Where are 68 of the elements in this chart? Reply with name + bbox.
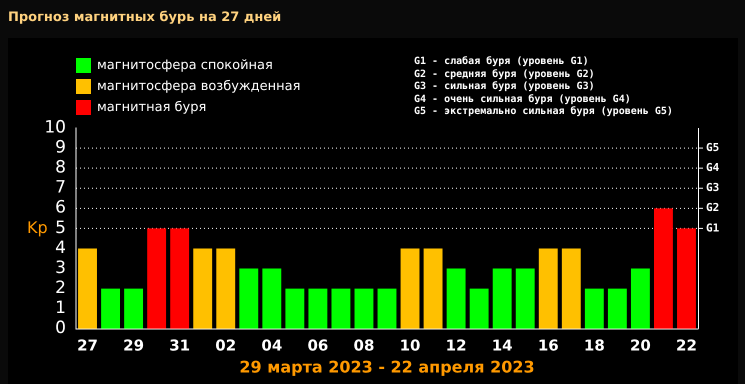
text: G4 - очень сильная буря (уровень G4)	[414, 94, 632, 106]
bar	[470, 288, 489, 329]
ref-line-label: G5	[706, 140, 720, 154]
y-tick-label: 10	[44, 117, 66, 138]
bar	[147, 228, 166, 329]
text: G2 - средняя буря (уровень G2)	[414, 68, 596, 81]
x-tick-label: 14	[492, 336, 513, 355]
x-tick-label: 08	[354, 336, 374, 355]
bar	[308, 288, 328, 329]
text: G5 - экстремально сильная буря (уровень G5)	[414, 106, 673, 118]
text: G1 - слабая буря (уровень G1)	[414, 56, 590, 68]
bar	[331, 288, 350, 329]
x-tick-label: 22	[676, 336, 697, 355]
bar	[608, 288, 627, 329]
text: G3 - сильная буря (уровень G3)	[414, 81, 596, 94]
x-tick-label: 27	[77, 336, 98, 355]
y-tick-label: 6	[55, 198, 66, 218]
x-tick-label: 06	[307, 336, 328, 355]
bar	[193, 248, 212, 329]
ref-line-label: G1	[706, 221, 720, 234]
x-tick-label: 18	[584, 336, 605, 355]
x-tick-label: 29	[123, 336, 144, 355]
y-tick-label: 0	[55, 318, 66, 338]
legend-label: магнитосфера спокойная	[96, 57, 274, 75]
ref-line-label: G4	[706, 161, 720, 174]
y-tick-label: 4	[55, 238, 66, 258]
bar	[101, 288, 120, 329]
ref-line-label: G3	[706, 181, 720, 194]
x-tick-label: 12	[446, 336, 467, 355]
bar	[262, 268, 282, 329]
x-tick-label: 04	[261, 336, 282, 355]
bar	[378, 288, 396, 329]
bar	[354, 288, 374, 329]
y-tick-label: 1	[55, 298, 66, 318]
x-axis-title: 29 марта 2023 - 22 апреля 2023	[239, 358, 535, 377]
bar	[78, 248, 97, 329]
bar	[216, 248, 236, 329]
x-tick-label: 20	[630, 336, 651, 355]
y-tick-label: 5	[55, 218, 66, 238]
bar	[239, 268, 258, 329]
bar	[492, 268, 512, 329]
bar	[170, 228, 190, 329]
bar	[124, 288, 144, 329]
bar	[538, 248, 558, 329]
bar	[516, 268, 535, 329]
x-tick-label: 10	[400, 336, 420, 355]
bar	[677, 228, 696, 329]
x-tick-label: 31	[169, 336, 190, 355]
x-tick-label: 16	[538, 336, 559, 355]
bar	[446, 268, 466, 329]
ref-line-label: G2	[706, 201, 720, 214]
bar	[654, 208, 673, 329]
chart-title: Прогноз магнитных бурь на 27 дней	[8, 10, 282, 25]
bar	[562, 248, 581, 329]
y-tick-label: 9	[55, 138, 66, 158]
bar	[630, 268, 650, 329]
bar	[424, 248, 443, 329]
x-tick-label: 02	[215, 336, 236, 355]
y-axis-title: Kp	[27, 218, 48, 237]
y-tick-label: 3	[55, 258, 66, 278]
bar	[400, 248, 420, 329]
legend-label: магнитосфера возбужденная	[96, 78, 300, 96]
bar	[285, 288, 304, 329]
y-tick-label: 2	[55, 278, 66, 298]
y-tick-label: 8	[55, 158, 66, 178]
y-tick-label: 7	[55, 178, 66, 198]
bar	[584, 288, 604, 329]
legend-label: магнитная буря	[96, 99, 208, 117]
